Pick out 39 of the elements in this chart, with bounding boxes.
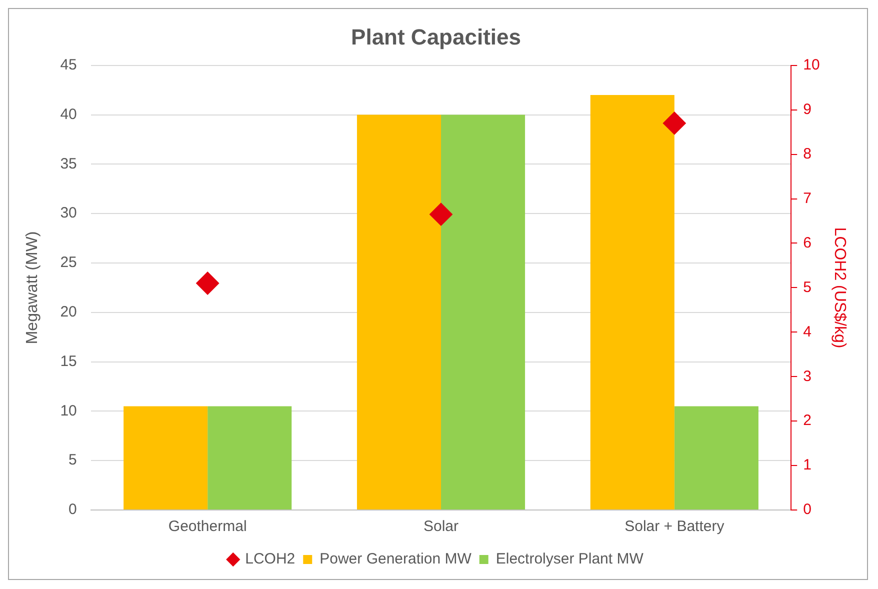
- y-tick-label: 35: [60, 155, 77, 172]
- y2-tick-label: 6: [803, 234, 812, 252]
- y-tick-label: 45: [60, 56, 77, 74]
- point: [196, 272, 220, 295]
- y-tick-label: 30: [60, 204, 77, 222]
- y2-tick-label: 2: [803, 412, 812, 430]
- y-tick-label: 0: [68, 501, 77, 518]
- bar: [674, 406, 758, 510]
- y2-tick-label: 7: [803, 190, 812, 207]
- x-tick-label: Geothermal: [168, 518, 247, 536]
- y2-tick-label: 5: [803, 278, 812, 296]
- y2-tick-label: 1: [803, 456, 812, 474]
- x-tick-label: Solar: [423, 518, 459, 536]
- y-tick-label: 20: [60, 304, 77, 321]
- bar: [124, 406, 208, 510]
- x-tick-label: Solar + Battery: [624, 518, 725, 536]
- y-tick-label: 10: [60, 402, 77, 420]
- bar: [590, 95, 674, 510]
- y-tick-label: 25: [60, 254, 77, 272]
- y-tick-label: 40: [60, 106, 77, 123]
- y2-tick-label: 10: [803, 56, 820, 74]
- y2-axis-title: LCOH2 (US$/kg): [830, 227, 848, 348]
- bar: [208, 406, 292, 510]
- legend-label: LCOH2: [245, 550, 296, 568]
- y2-tick-label: 3: [803, 368, 812, 385]
- legend-label: Electrolyser Plant MW: [496, 550, 644, 568]
- point: [662, 112, 686, 135]
- legend-label: Power Generation MW: [320, 550, 472, 568]
- bar: [356, 114, 441, 510]
- point: [430, 202, 452, 226]
- y2-tick-label: 8: [803, 145, 812, 162]
- y2-tick-label: 0: [803, 501, 812, 518]
- bar: [441, 114, 526, 510]
- y2-tick-label: 9: [803, 101, 812, 118]
- y-axis-title: Megawatt (MW): [24, 231, 42, 344]
- y2-tick-label: 4: [803, 323, 812, 340]
- chart-title: Plant Capacities: [351, 24, 521, 50]
- y-tick-label: 5: [68, 452, 77, 469]
- y-tick-label: 15: [60, 352, 77, 370]
